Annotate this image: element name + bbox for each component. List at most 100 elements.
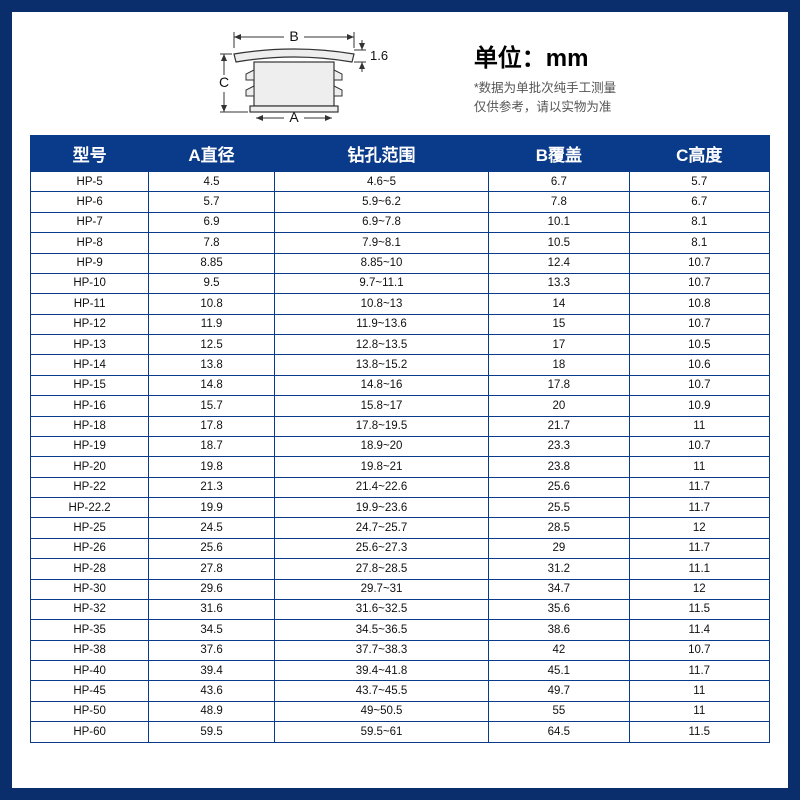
table-cell: HP-9	[31, 253, 149, 273]
table-cell: 10.8	[629, 294, 769, 314]
table-cell: HP-8	[31, 233, 149, 253]
table-cell: 25.6	[489, 477, 629, 497]
table-cell: HP-35	[31, 620, 149, 640]
table-header-row: 型号 A直径 钻孔范围 B覆盖 C高度	[31, 136, 770, 172]
table-cell: 11.9	[149, 314, 275, 334]
spec-table: 型号 A直径 钻孔范围 B覆盖 C高度 HP-54.54.6~56.75.7HP…	[30, 135, 770, 743]
table-cell: 10.8	[149, 294, 275, 314]
table-cell: 10.7	[629, 640, 769, 660]
table-cell: 6.9~7.8	[274, 212, 488, 232]
table-cell: 10.6	[629, 355, 769, 375]
table-cell: 37.7~38.3	[274, 640, 488, 660]
table-cell: 6.7	[489, 172, 629, 192]
table-cell: 6.7	[629, 192, 769, 212]
disclaimer: *数据为单批次纯手工测量 仅供参考，请以实物为准	[474, 79, 616, 117]
table-cell: 11.5	[629, 722, 769, 742]
col-a-diam: A直径	[149, 136, 275, 172]
table-cell: 17.8	[149, 416, 275, 436]
table-cell: HP-5	[31, 172, 149, 192]
table-cell: 29.6	[149, 579, 275, 599]
table-cell: 12	[629, 518, 769, 538]
table-cell: 4.5	[149, 172, 275, 192]
table-cell: HP-32	[31, 599, 149, 619]
table-cell: 7.8	[149, 233, 275, 253]
col-b-cover: B覆盖	[489, 136, 629, 172]
table-cell: 11.7	[629, 661, 769, 681]
table-cell: 10.7	[629, 253, 769, 273]
table-cell: 39.4~41.8	[274, 661, 488, 681]
table-cell: 14.8	[149, 375, 275, 395]
table-cell: 5.7	[149, 192, 275, 212]
table-row: HP-2221.321.4~22.625.611.7	[31, 477, 770, 497]
part-diagram: B A	[184, 20, 404, 130]
table-cell: 64.5	[489, 722, 629, 742]
table-cell: 9.5	[149, 273, 275, 293]
table-cell: HP-22.2	[31, 498, 149, 518]
table-cell: HP-20	[31, 457, 149, 477]
table-cell: HP-13	[31, 335, 149, 355]
header-area: B A	[30, 20, 770, 135]
table-cell: 29.7~31	[274, 579, 488, 599]
table-cell: HP-7	[31, 212, 149, 232]
table-row: HP-109.59.7~11.113.310.7	[31, 273, 770, 293]
table-cell: 5.7	[629, 172, 769, 192]
col-drill: 钻孔范围	[274, 136, 488, 172]
table-row: HP-2524.524.7~25.728.512	[31, 518, 770, 538]
table-cell: 17.8	[489, 375, 629, 395]
table-cell: HP-40	[31, 661, 149, 681]
table-cell: 17.8~19.5	[274, 416, 488, 436]
table-row: HP-87.87.9~8.110.58.1	[31, 233, 770, 253]
table-cell: HP-26	[31, 538, 149, 558]
table-row: HP-6059.559.5~6164.511.5	[31, 722, 770, 742]
table-cell: 34.5~36.5	[274, 620, 488, 640]
table-cell: 13.3	[489, 273, 629, 293]
table-cell: 21.7	[489, 416, 629, 436]
table-cell: 45.1	[489, 661, 629, 681]
table-cell: 11.9~13.6	[274, 314, 488, 334]
table-row: HP-3029.629.7~3134.712	[31, 579, 770, 599]
table-row: HP-3231.631.6~32.535.611.5	[31, 599, 770, 619]
table-cell: 59.5	[149, 722, 275, 742]
table-row: HP-4039.439.4~41.845.111.7	[31, 661, 770, 681]
table-cell: HP-22	[31, 477, 149, 497]
table-cell: 42	[489, 640, 629, 660]
table-cell: 13.8	[149, 355, 275, 375]
table-cell: 10.5	[489, 233, 629, 253]
table-cell: 13.8~15.2	[274, 355, 488, 375]
table-cell: 19.9~23.6	[274, 498, 488, 518]
table-cell: 11	[629, 416, 769, 436]
table-cell: 34.5	[149, 620, 275, 640]
table-cell: 10.7	[629, 375, 769, 395]
table-cell: 48.9	[149, 701, 275, 721]
table-cell: 11.1	[629, 559, 769, 579]
table-cell: 31.2	[489, 559, 629, 579]
table-row: HP-1514.814.8~1617.810.7	[31, 375, 770, 395]
table-cell: 8.85	[149, 253, 275, 273]
table-cell: 25.6	[149, 538, 275, 558]
table-row: HP-1312.512.8~13.51710.5	[31, 335, 770, 355]
table-cell: HP-30	[31, 579, 149, 599]
table-cell: 24.5	[149, 518, 275, 538]
unit-label: 单位：mm	[474, 38, 616, 73]
table-cell: HP-60	[31, 722, 149, 742]
table-cell: 12.5	[149, 335, 275, 355]
table-cell: HP-25	[31, 518, 149, 538]
table-row: HP-2019.819.8~2123.811	[31, 457, 770, 477]
svg-text:C: C	[219, 74, 229, 90]
table-cell: 10.1	[489, 212, 629, 232]
table-cell: HP-14	[31, 355, 149, 375]
table-cell: 10.7	[629, 273, 769, 293]
table-cell: 31.6	[149, 599, 275, 619]
table-cell: 37.6	[149, 640, 275, 660]
table-cell: 35.6	[489, 599, 629, 619]
table-cell: 7.8	[489, 192, 629, 212]
table-row: HP-22.219.919.9~23.625.511.7	[31, 498, 770, 518]
table-cell: HP-15	[31, 375, 149, 395]
table-cell: 21.4~22.6	[274, 477, 488, 497]
table-cell: 18.9~20	[274, 436, 488, 456]
table-cell: 43.7~45.5	[274, 681, 488, 701]
table-cell: 43.6	[149, 681, 275, 701]
table-cell: 20	[489, 396, 629, 416]
table-cell: 34.7	[489, 579, 629, 599]
table-row: HP-1413.813.8~15.21810.6	[31, 355, 770, 375]
